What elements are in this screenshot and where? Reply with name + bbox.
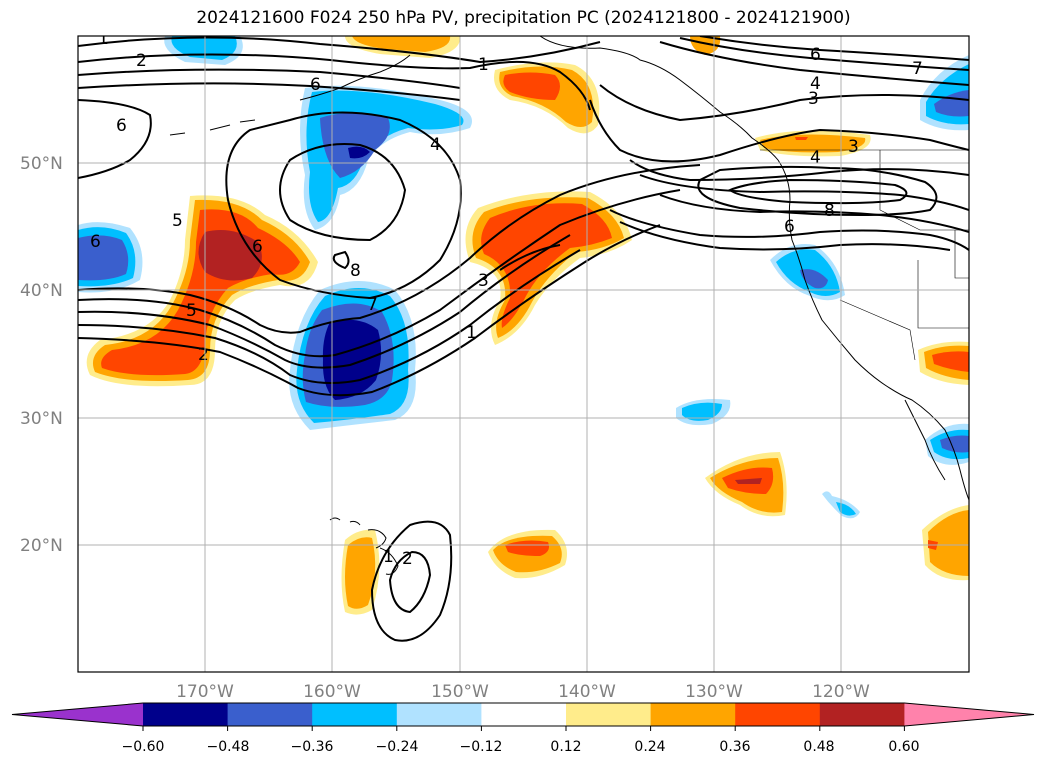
lat-label: 50°N <box>20 154 63 174</box>
precip-anomaly-fields <box>78 36 969 615</box>
contour-label: 6 <box>90 232 101 252</box>
colorbar-tick-label: −0.12 <box>460 739 503 755</box>
borders <box>760 149 969 361</box>
longitude-labels: 170°W 160°W 150°W 140°W 130°W 120°W <box>176 682 870 702</box>
anomaly-negative-123w-42n <box>770 244 845 301</box>
anomaly-positive-hawaii <box>341 529 380 615</box>
contour-label: 5 <box>172 211 183 231</box>
anomaly-positive-east-20n <box>922 505 969 581</box>
lon-label: 130°W <box>685 682 743 702</box>
colorbar-tick-label: 0.12 <box>550 739 581 755</box>
contour-label: 6 <box>784 217 795 237</box>
contour-label: 3 <box>808 89 819 109</box>
anomaly-positive-130w <box>690 36 721 55</box>
anomaly-positive-east-35n <box>918 341 969 385</box>
contour-label: 4 <box>810 148 821 168</box>
anomaly-negative-east-28n <box>925 423 969 465</box>
contour-labels: 1 2 6 6 5 6 5 2 6 8 7 4 1 3 1 6 7 4 3 3 … <box>90 29 923 569</box>
lat-label: 20°N <box>20 536 63 556</box>
contour-label: 4 <box>430 135 441 155</box>
contour-label: 5 <box>186 301 197 321</box>
colorbar-tick-label: 0.48 <box>803 739 834 755</box>
contour-label: 1 <box>466 323 477 343</box>
graticule <box>78 36 969 672</box>
colorbar-tick-label: 0.24 <box>634 739 665 755</box>
anomaly-positive-127w-25n <box>705 452 787 517</box>
colorbar-tick-label: 0.36 <box>719 739 750 755</box>
contour-label: 1 <box>98 29 109 49</box>
anomaly-positive-145w <box>494 62 600 134</box>
lon-label: 150°W <box>431 682 489 702</box>
colorbar-ticks: −0.60 −0.48 −0.36 −0.24 −0.12 0.12 0.24 … <box>122 739 920 755</box>
lon-label: 140°W <box>558 682 616 702</box>
contour-label: 3 <box>478 271 489 291</box>
colorbar <box>11 702 1035 731</box>
lon-label: 170°W <box>176 682 234 702</box>
contour-label: 1 <box>383 547 394 567</box>
colorbar-segment <box>312 703 398 726</box>
colorbar-tick-label: −0.48 <box>207 739 250 755</box>
colorbar-tick-label: −0.24 <box>376 739 419 755</box>
contour-label: 8 <box>350 261 361 281</box>
contour-label: 6 <box>310 75 321 95</box>
contour-label: 6 <box>116 116 127 136</box>
colorbar-segment <box>143 703 229 726</box>
map-content: 1 2 6 6 5 6 5 2 6 8 7 4 1 3 1 6 7 4 3 3 … <box>78 29 969 672</box>
colorbar-extend-max <box>904 703 1034 726</box>
colorbar-segment <box>566 703 652 726</box>
contour-label: 2 <box>136 51 147 71</box>
colorbar-segment <box>819 703 905 726</box>
lat-label: 40°N <box>20 281 63 301</box>
anomaly-positive-top <box>345 36 461 58</box>
contour-label: 2 <box>198 345 209 365</box>
lat-label: 30°N <box>20 409 63 429</box>
coastlines <box>169 36 969 501</box>
colorbar-extend-min <box>12 703 143 726</box>
colorbar-segment <box>650 703 736 726</box>
pv-contours <box>78 36 969 642</box>
lon-label: 160°W <box>303 682 361 702</box>
contour-label: 6 <box>810 45 821 65</box>
colorbar-segment <box>396 703 482 726</box>
anomaly-negative-west-edge <box>78 222 143 293</box>
colorbar-tick-label: −0.60 <box>122 739 165 755</box>
contour-label: 7 <box>912 59 923 79</box>
lon-label: 120°W <box>812 682 870 702</box>
contour-label: 7 <box>367 295 378 315</box>
latitude-labels: 50°N 40°N 30°N 20°N <box>20 154 63 556</box>
colorbar-segment <box>481 703 567 726</box>
map-frame <box>77 35 970 673</box>
contour-label: 6 <box>252 237 263 257</box>
contour-label: 8 <box>824 201 835 221</box>
colorbar-segment <box>227 703 313 726</box>
chart-title: 2024121600 F024 250 hPa PV, precipitatio… <box>196 8 851 28</box>
contour-label: 2 <box>402 549 413 569</box>
anomaly-negative-158w <box>300 85 472 230</box>
colorbar-tick-label: −0.36 <box>291 739 334 755</box>
contour-label: 4 <box>810 74 821 94</box>
anomaly-negative-158w-35n <box>289 281 416 430</box>
anomaly-negative-east-55n <box>920 55 969 131</box>
contour-label: 1 <box>478 55 489 75</box>
contour-label: 3 <box>848 137 859 157</box>
colorbar-segment <box>735 703 821 726</box>
anomaly-negative-130w-30n <box>676 399 731 426</box>
colorbar-tick-label: 0.60 <box>888 739 919 755</box>
